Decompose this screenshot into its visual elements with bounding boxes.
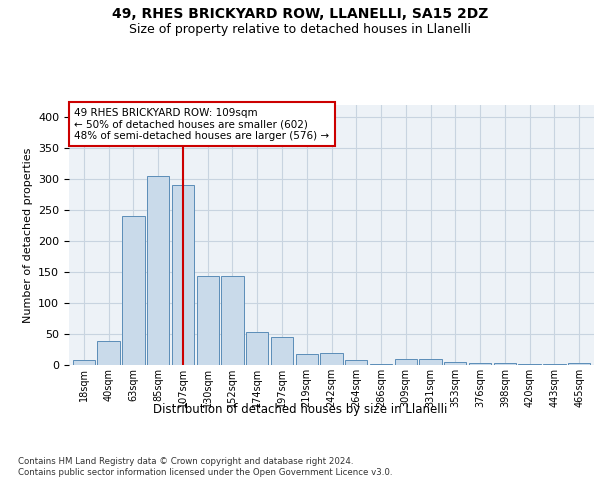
- Bar: [320, 353, 343, 365]
- Text: Size of property relative to detached houses in Llanelli: Size of property relative to detached ho…: [129, 22, 471, 36]
- Bar: [494, 362, 516, 365]
- Bar: [469, 363, 491, 365]
- Bar: [197, 276, 219, 365]
- Text: 49, RHES BRICKYARD ROW, LLANELLI, SA15 2DZ: 49, RHES BRICKYARD ROW, LLANELLI, SA15 2…: [112, 8, 488, 22]
- Y-axis label: Number of detached properties: Number of detached properties: [23, 148, 32, 322]
- Bar: [518, 364, 541, 365]
- Bar: [444, 362, 466, 365]
- Bar: [221, 276, 244, 365]
- Bar: [271, 336, 293, 365]
- Bar: [246, 332, 268, 365]
- Bar: [73, 360, 95, 365]
- Bar: [122, 216, 145, 365]
- Bar: [419, 359, 442, 365]
- Bar: [345, 360, 367, 365]
- Text: Distribution of detached houses by size in Llanelli: Distribution of detached houses by size …: [153, 402, 447, 415]
- Bar: [296, 354, 318, 365]
- Bar: [370, 364, 392, 365]
- Text: Contains HM Land Registry data © Crown copyright and database right 2024.
Contai: Contains HM Land Registry data © Crown c…: [18, 458, 392, 477]
- Bar: [395, 359, 417, 365]
- Bar: [172, 186, 194, 365]
- Bar: [568, 362, 590, 365]
- Text: 49 RHES BRICKYARD ROW: 109sqm
← 50% of detached houses are smaller (602)
48% of : 49 RHES BRICKYARD ROW: 109sqm ← 50% of d…: [74, 108, 329, 141]
- Bar: [147, 176, 169, 365]
- Bar: [543, 364, 566, 365]
- Bar: [97, 342, 120, 365]
